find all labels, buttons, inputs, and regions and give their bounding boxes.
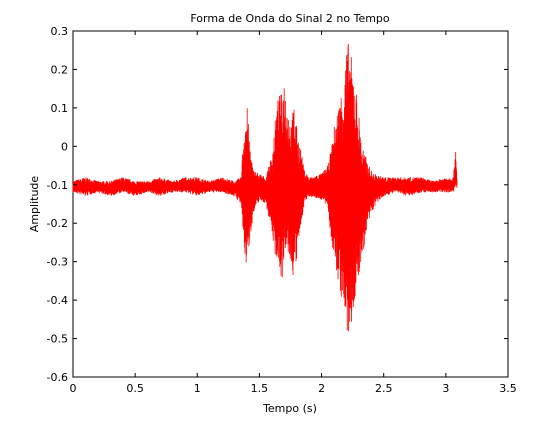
y-tick-label: -0.2 [47,217,68,230]
y-axis-label: Amplitude [28,176,41,233]
y-tick-label: 0.1 [51,102,69,115]
signal-line [72,43,458,332]
axis-ticks: 0 0.5 1 1.5 2 2.5 3 3.5 -0.6 -0.5 -0.4 -0.3 -0.2 -0.1… [47,25,517,395]
x-tick-label: 2 [318,382,325,395]
y-tick-label: 0.2 [51,63,69,76]
x-tick-label: 1 [194,382,201,395]
x-tick-label: 3.5 [499,382,517,395]
x-tick-label: 3 [442,382,449,395]
x-tick-label: 2.5 [375,382,393,395]
y-tick-label: 0.3 [51,25,69,38]
y-tick-label: -0.6 [47,371,68,384]
y-tick-label: -0.1 [47,179,68,192]
signal-trace [72,43,458,332]
x-tick-label: 0.5 [126,382,144,395]
y-tick-label: -0.5 [47,333,68,346]
x-tick-label: 1.5 [251,382,269,395]
y-tick-label: -0.4 [47,294,68,307]
y-tick-label: 0 [61,140,68,153]
x-tick-label: 0 [70,382,77,395]
chart-title: Forma de Onda do Sinal 2 no Tempo [190,12,390,25]
x-axis-label: Tempo (s) [262,402,317,415]
y-tick-label: -0.3 [47,256,68,269]
